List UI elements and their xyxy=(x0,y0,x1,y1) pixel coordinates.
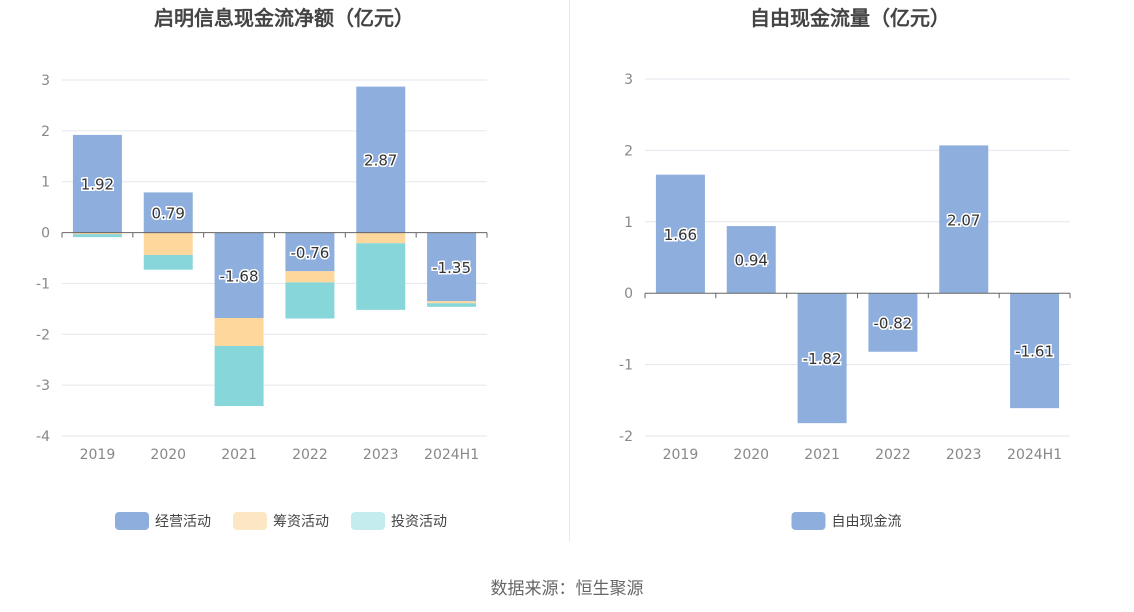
x-tick-label: 2024H1 xyxy=(424,447,479,463)
bar-1 xyxy=(655,174,705,294)
bar-3 xyxy=(214,345,264,406)
bar-2 xyxy=(285,271,335,283)
x-tick-label: 2022 xyxy=(292,447,328,463)
x-tick-label: 2024H1 xyxy=(1007,447,1062,463)
bar-1 xyxy=(72,134,122,233)
x-tick-label: 2023 xyxy=(363,447,399,463)
y-tick-label: 3 xyxy=(624,72,633,88)
bar-3 xyxy=(427,303,477,307)
bar-1 xyxy=(427,232,477,302)
bar-1 xyxy=(939,145,989,294)
y-tick-label: 0 xyxy=(624,286,633,302)
bar-1 xyxy=(285,232,335,272)
data-label: 1.66 xyxy=(664,226,697,244)
legend-label: 经营活动 xyxy=(155,514,211,530)
panel-divider xyxy=(569,0,570,542)
x-tick-label: 2020 xyxy=(150,447,186,463)
y-tick-label: -1 xyxy=(619,358,633,374)
data-label: -1.61 xyxy=(1015,343,1054,361)
data-label: 0.79 xyxy=(152,204,185,222)
bar-3 xyxy=(285,282,335,319)
y-tick-label: -4 xyxy=(36,429,50,445)
bar-3 xyxy=(356,243,406,310)
bar-1 xyxy=(726,226,776,294)
legend-swatch xyxy=(351,512,385,530)
bar-1 xyxy=(797,293,847,424)
data-label: 0.94 xyxy=(735,252,768,270)
data-label: 1.92 xyxy=(81,176,114,194)
y-tick-label: 0 xyxy=(41,226,50,242)
data-label: -0.76 xyxy=(291,244,330,262)
legend-swatch xyxy=(115,512,149,530)
data-label: -1.35 xyxy=(432,259,471,277)
legend-label: 自由现金流 xyxy=(832,514,902,530)
legend-swatch xyxy=(233,512,267,530)
bar-2 xyxy=(72,232,122,235)
bar-2 xyxy=(427,301,477,304)
data-label: 2.07 xyxy=(947,211,980,229)
y-tick-label: 1 xyxy=(624,215,633,231)
y-tick-label: -2 xyxy=(619,429,633,445)
y-tick-label: -3 xyxy=(36,378,50,394)
bar-1 xyxy=(868,293,918,352)
bar-2 xyxy=(214,318,264,346)
y-tick-label: 2 xyxy=(41,124,50,140)
bar-3 xyxy=(72,234,122,238)
bar-1 xyxy=(356,86,406,233)
x-tick-label: 2020 xyxy=(733,447,769,463)
y-tick-label: 2 xyxy=(624,143,633,159)
x-tick-label: 2023 xyxy=(946,447,982,463)
x-tick-label: 2021 xyxy=(804,447,840,463)
data-label: -1.82 xyxy=(803,350,842,368)
y-tick-label: 3 xyxy=(41,73,50,89)
legend-label: 投资活动 xyxy=(391,514,447,530)
bar-1 xyxy=(1010,293,1060,409)
source-note: 数据来源：恒生聚源 xyxy=(490,579,644,599)
bar-1 xyxy=(214,232,264,319)
data-label: 2.87 xyxy=(364,152,397,170)
x-tick-label: 2019 xyxy=(80,447,116,463)
chart-title: 自由现金流量（亿元） xyxy=(750,6,950,30)
x-tick-label: 2022 xyxy=(875,447,911,463)
data-label: -1.68 xyxy=(220,267,259,285)
y-tick-label: -2 xyxy=(36,327,50,343)
bar-1 xyxy=(143,192,193,233)
data-label: -0.82 xyxy=(874,314,913,332)
bar-2 xyxy=(143,232,193,255)
legend-swatch xyxy=(791,512,826,530)
x-tick-label: 2019 xyxy=(663,447,699,463)
bar-2 xyxy=(356,232,406,244)
x-tick-label: 2021 xyxy=(221,447,257,463)
bar-3 xyxy=(143,254,193,270)
y-tick-label: 1 xyxy=(41,175,50,191)
chart-title: 启明信息现金流净额（亿元） xyxy=(154,6,414,30)
legend-label: 筹资活动 xyxy=(273,513,329,530)
y-tick-label: -1 xyxy=(36,276,50,292)
